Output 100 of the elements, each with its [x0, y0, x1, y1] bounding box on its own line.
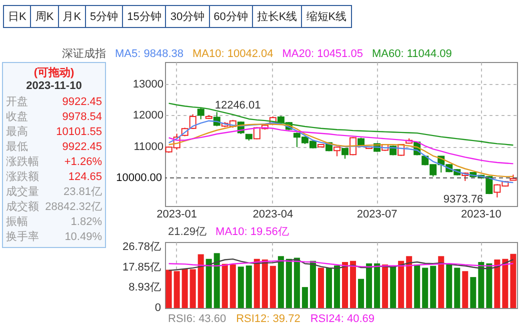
chart-title: 深证成指 [62, 48, 106, 60]
bar [438, 256, 444, 308]
text: (可拖动) [32, 66, 76, 80]
bar [486, 263, 492, 308]
bar [502, 258, 508, 308]
bar [230, 264, 236, 308]
bar [174, 271, 180, 308]
text: MA60: 11044.09 [372, 48, 452, 60]
bar [422, 268, 428, 308]
text: 涨跌额 [6, 170, 39, 185]
bar [374, 263, 380, 308]
text: 最高 [6, 125, 28, 140]
text: 9922.45 [62, 140, 102, 155]
text: 周K [30, 5, 59, 28]
text: 23.81亿 [63, 185, 102, 200]
x-tick-label: 2023-07 [356, 208, 398, 220]
bar [198, 254, 204, 308]
text: MA5: 9848.38 [115, 48, 184, 60]
bar [414, 264, 420, 308]
bar [222, 264, 228, 308]
text: 60分钟 [208, 5, 253, 28]
text: 月K [58, 5, 86, 28]
line-series [168, 260, 514, 268]
candlestick [197, 107, 204, 120]
y-tick-label: 11000 [134, 141, 164, 154]
bar [350, 260, 356, 308]
bar [182, 268, 188, 308]
text: 振幅 [6, 215, 28, 230]
candlestick [333, 146, 340, 157]
bar [166, 270, 172, 308]
text: MA20: 10451.05 [282, 48, 363, 60]
text: 5分钟 [85, 5, 124, 28]
y-tick-label: 12000 [132, 110, 164, 122]
bar [510, 254, 516, 308]
y-tick-label: 26.78亿 [122, 241, 161, 254]
bar [334, 265, 340, 308]
text: 日K [3, 5, 32, 28]
y-tick-label: 0 [154, 302, 161, 314]
text: 开盘 [6, 95, 28, 110]
text: RSI6: 43.60 [168, 313, 226, 323]
y-tick-label: 8.93亿 [128, 282, 161, 294]
line-series [168, 127, 514, 164]
bar [462, 271, 468, 308]
bar [406, 256, 412, 308]
y-tick-label: 17.85亿 [122, 261, 161, 274]
x-tick-label: 2023-01 [156, 208, 197, 220]
y-tick-label: 13000 [132, 78, 164, 90]
bar [238, 266, 244, 308]
text: 1.82% [70, 215, 102, 230]
bar [278, 256, 284, 308]
bar [342, 262, 348, 308]
x-tick-label: 2023-10 [460, 208, 502, 220]
text: 9922.45 [62, 95, 102, 110]
text: 涨跌幅 [6, 155, 39, 170]
text: MA10: 19.56亿 [216, 226, 289, 238]
bar [390, 266, 396, 308]
bar [430, 266, 436, 308]
candlestick [189, 114, 196, 130]
bar [478, 262, 484, 308]
annotation: 9373.76 [443, 193, 484, 206]
text: 收盘 [6, 110, 28, 125]
line-series [168, 102, 514, 146]
bar [398, 260, 404, 308]
bar [246, 265, 252, 308]
bar [294, 258, 300, 308]
bar [470, 277, 476, 308]
text: 10101.55 [56, 125, 102, 140]
text: MA10: 10042.04 [192, 48, 274, 60]
bar [326, 268, 332, 308]
text: 缩短K线 [301, 5, 352, 28]
text: 28842.32亿 [45, 200, 102, 215]
bar [446, 264, 452, 308]
bar [382, 264, 388, 308]
bar [270, 266, 276, 308]
bar [318, 268, 324, 308]
text: 最低 [6, 140, 28, 155]
text: 10.49% [64, 230, 102, 245]
bar [262, 260, 268, 308]
annotation: 12246.01 [214, 100, 261, 112]
bar [206, 258, 212, 308]
text: 成交量 [6, 185, 39, 200]
bar [358, 278, 364, 308]
text: 30分钟 [165, 5, 210, 28]
ref-line-label: 10000.00 [116, 172, 162, 184]
text: RSI12: 39.72 [236, 313, 300, 323]
line-series [168, 258, 514, 272]
text: 拉长K线 [252, 5, 302, 28]
text: RSI24: 40.69 [310, 313, 375, 323]
bar [494, 260, 500, 308]
bar [366, 263, 372, 308]
text: 成交额 [6, 200, 39, 215]
text: 换手率 [6, 230, 39, 245]
x-tick-label: 2023-04 [252, 208, 294, 220]
bar [454, 268, 460, 308]
bar [254, 258, 260, 308]
text: 21.29亿 [168, 226, 207, 238]
text: 15分钟 [122, 5, 166, 28]
bar [214, 253, 220, 308]
text: +1.26% [64, 155, 102, 170]
bar [310, 260, 316, 308]
